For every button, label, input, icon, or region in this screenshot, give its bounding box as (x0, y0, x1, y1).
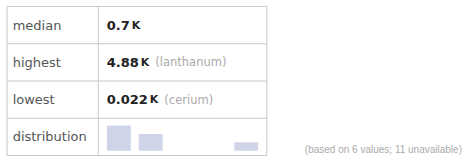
svg-text:distribution: distribution (13, 129, 87, 144)
svg-text:highest: highest (13, 55, 61, 70)
svg-text:(based on 6 values; 11 unavail: (based on 6 values; 11 unavailable) (305, 144, 462, 155)
svg-text:median: median (13, 18, 62, 33)
svg-text:(lanthanum): (lanthanum) (155, 55, 226, 69)
svg-text:K: K (132, 19, 141, 32)
svg-text:K: K (141, 56, 150, 69)
svg-text:0.7: 0.7 (107, 18, 130, 33)
svg-text:lowest: lowest (13, 92, 55, 107)
svg-text:K: K (150, 93, 159, 106)
svg-text:4.88: 4.88 (107, 55, 139, 70)
svg-text:0.022: 0.022 (107, 92, 148, 107)
svg-text:(cerium): (cerium) (164, 93, 213, 107)
